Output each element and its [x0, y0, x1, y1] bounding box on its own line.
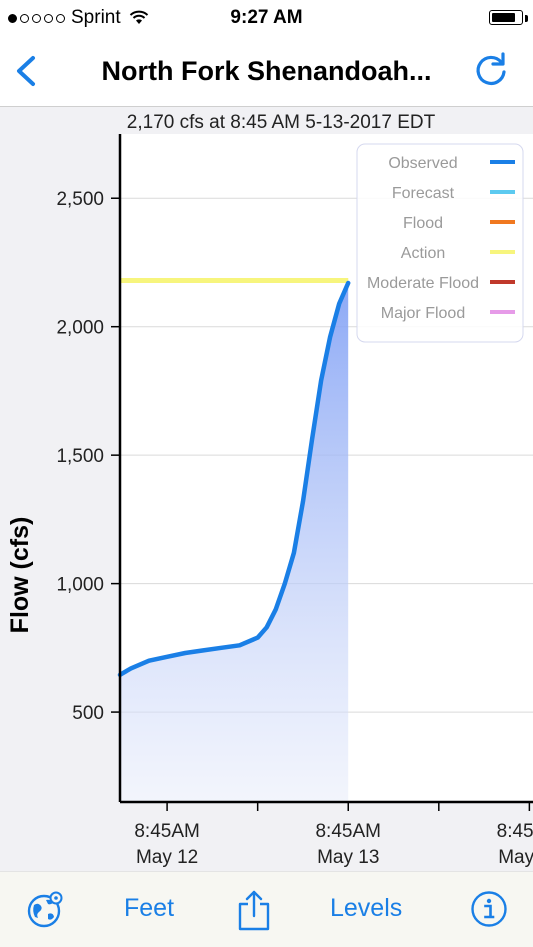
- carrier-name: Sprint: [71, 7, 121, 28]
- wifi-icon: [129, 10, 148, 24]
- battery-icon: [489, 10, 523, 25]
- status-time: 9:27 AM: [230, 7, 303, 28]
- x-tick-label-date: May 12: [136, 847, 198, 868]
- info-icon: [471, 891, 507, 927]
- observed-area: [120, 283, 349, 802]
- status-left: Sprint: [8, 0, 149, 36]
- tab-bar: Feet Levels: [0, 871, 533, 947]
- x-tick-label-time: 8:45AM: [315, 821, 380, 842]
- chart-area[interactable]: 500 1,000 1,500 2,000 2,500 8:45AM May 12 8:45…: [0, 107, 533, 871]
- navigation-bar: North Fork Shenandoah...: [0, 36, 533, 107]
- y-tick-label: 500: [72, 703, 104, 724]
- axes: [118, 134, 533, 804]
- refresh-button[interactable]: [470, 50, 512, 92]
- observed-series-line: [117, 280, 351, 678]
- legend: Observed Forecast Flood Action Moderate Floo…: [356, 143, 524, 343]
- series-lines: [117, 280, 351, 678]
- chevron-left-icon: [17, 56, 35, 86]
- x-tick-label-date: May 14: [498, 847, 533, 868]
- refresh-icon: [476, 52, 506, 85]
- x-tick-labels: 8:45AM May 12 8:45AM May 13 8:45AM May 14: [134, 802, 533, 868]
- y-tick-label: 2,000: [56, 318, 104, 339]
- y-axis-label: Flow (cfs): [6, 517, 34, 634]
- legend-label: Moderate Flood: [367, 275, 479, 292]
- y-tick-labels: 500 1,000 1,500 2,000 2,500: [56, 189, 120, 724]
- y-tick-label: 2,500: [56, 189, 104, 210]
- share-icon: [238, 890, 270, 931]
- info-button[interactable]: [470, 890, 508, 935]
- signal-strength-icon: [8, 13, 65, 23]
- legend-label: Observed: [388, 155, 457, 172]
- battery-fill: [492, 13, 515, 22]
- map-button[interactable]: [26, 890, 66, 937]
- legend-box: [356, 143, 524, 343]
- x-tick-label-time: 8:45AM: [134, 821, 199, 842]
- globe-icon: [27, 891, 63, 928]
- feet-button[interactable]: Feet: [124, 894, 175, 922]
- status-bar: Sprint 9:27 AM: [0, 0, 533, 36]
- x-tick-label-date: May 13: [317, 847, 379, 868]
- y-tick-label: 1,000: [56, 575, 104, 596]
- legend-label: Flood: [403, 215, 443, 232]
- chart-caption: 2,170 cfs at 8:45 AM 5-13-2017 EDT: [127, 112, 436, 133]
- page-title: North Fork Shenandoah...: [101, 56, 432, 86]
- legend-label: Forecast: [392, 185, 455, 202]
- back-button[interactable]: [8, 50, 50, 92]
- share-button[interactable]: [237, 889, 271, 938]
- battery-tip: [525, 15, 528, 22]
- x-tick-label-time: 8:45AM: [497, 821, 533, 842]
- observed-area-fill: [120, 283, 349, 802]
- legend-label: Major Flood: [381, 305, 465, 322]
- y-tick-label: 1,500: [56, 446, 104, 467]
- levels-button[interactable]: Levels: [330, 894, 403, 922]
- legend-label: Action: [401, 245, 445, 262]
